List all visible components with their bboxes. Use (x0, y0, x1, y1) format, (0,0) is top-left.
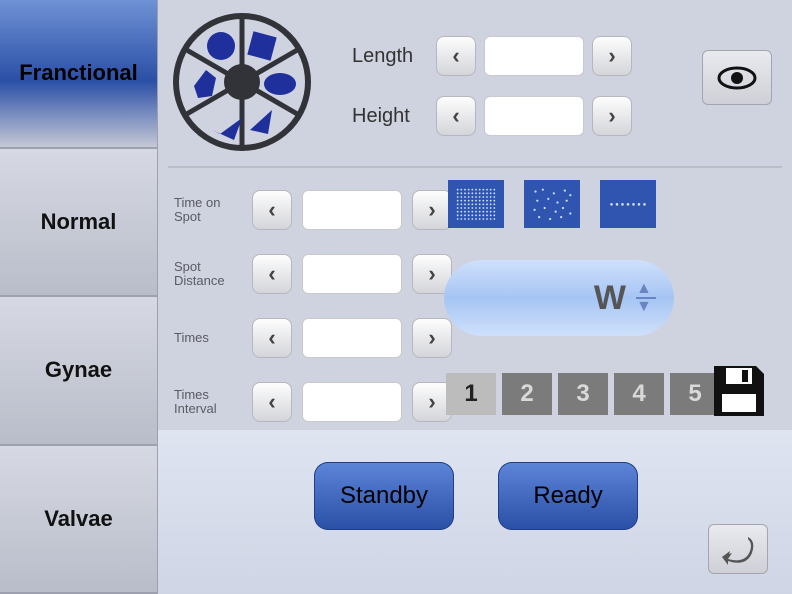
divider (168, 166, 782, 168)
power-decrement[interactable]: ▼ (636, 299, 656, 315)
power-unit: W (594, 279, 626, 318)
save-button[interactable] (710, 362, 768, 420)
floppy-icon (710, 362, 768, 420)
sidebar-item-franctional[interactable]: Franctional (0, 0, 158, 149)
length-increment[interactable]: › (592, 36, 632, 76)
ready-button[interactable]: Ready (498, 462, 638, 530)
power-pill: W ▲ ▼ (444, 260, 674, 336)
pattern-line[interactable] (600, 180, 656, 228)
shape-wheel[interactable] (172, 12, 312, 152)
time-on-spot-value[interactable] (302, 190, 402, 230)
length-value[interactable] (484, 36, 584, 76)
times-interval-decrement[interactable]: ‹ (252, 382, 292, 422)
times-interval-label: Times Interval (174, 388, 242, 415)
pattern-selector (448, 180, 656, 228)
eye-icon (716, 64, 758, 92)
times-decrement[interactable]: ‹ (252, 318, 292, 358)
standby-button[interactable]: Standby (314, 462, 454, 530)
length-height-group: Length ‹ › Height ‹ › (352, 36, 632, 156)
preview-button[interactable] (702, 50, 772, 105)
preset-2[interactable]: 2 (502, 373, 552, 415)
main-panel: Length ‹ › Height ‹ › Time on Spot ‹ › S… (158, 0, 792, 594)
params-group: Time on Spot ‹ › Spot Distance ‹ › Times… (174, 178, 452, 434)
undo-arrow-icon (720, 533, 756, 565)
height-decrement[interactable]: ‹ (436, 96, 476, 136)
times-value[interactable] (302, 318, 402, 358)
height-label: Height (352, 105, 428, 128)
time-on-spot-label: Time on Spot (174, 196, 242, 223)
times-interval-value[interactable] (302, 382, 402, 422)
preset-bar: 1 2 3 4 5 (446, 373, 720, 415)
time-on-spot-decrement[interactable]: ‹ (252, 190, 292, 230)
length-label: Length (352, 45, 428, 68)
spot-distance-label: Spot Distance (174, 260, 242, 287)
sidebar-item-gynae[interactable]: Gynae (0, 297, 158, 446)
pattern-random[interactable] (524, 180, 580, 228)
times-label: Times (174, 331, 242, 345)
preset-3[interactable]: 3 (558, 373, 608, 415)
time-on-spot-increment[interactable]: › (412, 190, 452, 230)
preset-1[interactable]: 1 (446, 373, 496, 415)
back-button[interactable] (708, 524, 768, 574)
length-decrement[interactable]: ‹ (436, 36, 476, 76)
sidebar-item-normal[interactable]: Normal (0, 149, 158, 298)
sidebar-item-valvae[interactable]: Valvae (0, 446, 158, 594)
power-up-down: ▲ ▼ (636, 281, 656, 315)
times-increment[interactable]: › (412, 318, 452, 358)
power-increment[interactable]: ▲ (636, 281, 656, 297)
bottom-panel: Standby Ready (158, 430, 792, 594)
sidebar: Franctional Normal Gynae Valvae (0, 0, 158, 594)
preset-4[interactable]: 4 (614, 373, 664, 415)
height-value[interactable] (484, 96, 584, 136)
pattern-dense-grid[interactable] (448, 180, 504, 228)
spot-distance-decrement[interactable]: ‹ (252, 254, 292, 294)
spot-distance-value[interactable] (302, 254, 402, 294)
height-increment[interactable]: › (592, 96, 632, 136)
